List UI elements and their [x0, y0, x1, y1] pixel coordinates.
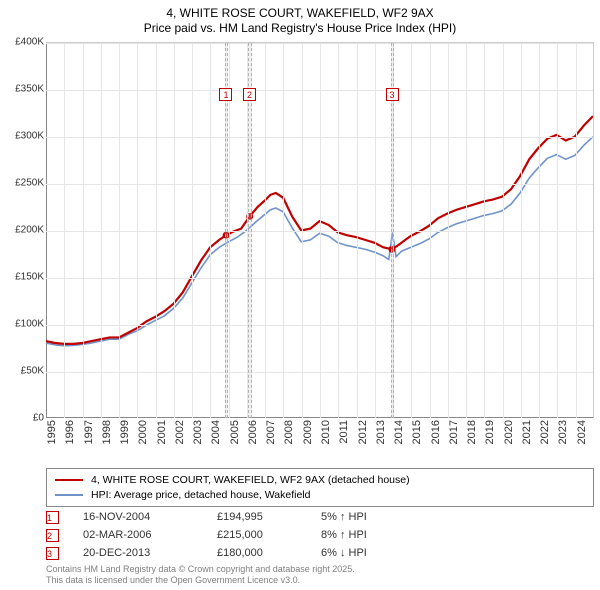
x-tick-label: 2024 [576, 420, 588, 444]
x-tick-label: 2009 [302, 420, 314, 444]
legend-box: 4, WHITE ROSE COURT, WAKEFIELD, WF2 9AX … [46, 468, 594, 507]
chart-title-block: 4, WHITE ROSE COURT, WAKEFIELD, WF2 9AX … [0, 0, 600, 36]
sale-vs-hpi: 8% ↑ HPI [321, 529, 411, 541]
sale-marker-box: 1 [219, 88, 232, 101]
x-tick-label: 2014 [393, 420, 405, 444]
x-tick-label: 2001 [156, 420, 168, 444]
x-tick-label: 2013 [375, 420, 387, 444]
sales-row: 2 02-MAR-2006 £215,000 8% ↑ HPI [46, 526, 411, 544]
sale-vs-hpi: 6% ↓ HPI [321, 547, 411, 559]
x-tick-label: 1996 [64, 420, 76, 444]
y-tick-label: £200K [15, 225, 44, 236]
sale-date: 16-NOV-2004 [83, 511, 193, 523]
sale-index-box: 2 [46, 529, 59, 542]
x-tick-label: 1998 [101, 420, 113, 444]
x-tick-label: 2010 [320, 420, 332, 444]
legend-row: 4, WHITE ROSE COURT, WAKEFIELD, WF2 9AX … [55, 473, 585, 488]
x-tick-label: 2015 [411, 420, 423, 444]
x-tick-label: 2000 [137, 420, 149, 444]
chart-plot-area: 12 3 [46, 42, 594, 418]
attribution-line: This data is licensed under the Open Gov… [46, 575, 355, 586]
title-line-2: Price paid vs. HM Land Registry's House … [0, 21, 600, 36]
sale-date: 20-DEC-2013 [83, 547, 193, 559]
title-line-1: 4, WHITE ROSE COURT, WAKEFIELD, WF2 9AX [0, 6, 600, 21]
sales-table: 1 16-NOV-2004 £194,995 5% ↑ HPI 2 02-MAR-2006… [46, 508, 411, 562]
sales-row: 1 16-NOV-2004 £194,995 5% ↑ HPI [46, 508, 411, 526]
x-tick-label: 1995 [46, 420, 58, 444]
x-tick-label: 2022 [539, 420, 551, 444]
x-tick-label: 2003 [192, 420, 204, 444]
x-tick-label: 2005 [229, 420, 241, 444]
x-tick-label: 2020 [503, 420, 515, 444]
x-tick-label: 2006 [247, 420, 259, 444]
attribution-text: Contains HM Land Registry data © Crown c… [46, 564, 355, 586]
x-tick-label: 2023 [557, 420, 569, 444]
sales-row: 3 20-DEC-2013 £180,000 6% ↓ HPI [46, 544, 411, 562]
x-tick-label: 2019 [484, 420, 496, 444]
legend-swatch-red [55, 479, 83, 481]
x-tick-label: 1997 [83, 420, 95, 444]
x-tick-label: 2002 [174, 420, 186, 444]
y-tick-label: £50K [21, 366, 44, 377]
y-tick-label: £350K [15, 84, 44, 95]
x-tick-label: 2011 [338, 420, 350, 444]
y-tick-label: £400K [15, 37, 44, 48]
sale-vs-hpi: 5% ↑ HPI [321, 511, 411, 523]
sale-marker-box: 2 [243, 88, 256, 101]
x-tick-label: 2008 [283, 420, 295, 444]
legend-label: HPI: Average price, detached house, Wake… [91, 488, 310, 503]
x-tick-label: 2018 [466, 420, 478, 444]
sale-price: £180,000 [217, 547, 297, 559]
sale-index-box: 3 [46, 547, 59, 560]
x-tick-label: 2021 [521, 420, 533, 444]
sale-date: 02-MAR-2006 [83, 529, 193, 541]
y-tick-label: £100K [15, 319, 44, 330]
x-tick-label: 2012 [357, 420, 369, 444]
attribution-line: Contains HM Land Registry data © Crown c… [46, 564, 355, 575]
x-tick-label: 2007 [265, 420, 277, 444]
sale-price: £215,000 [217, 529, 297, 541]
x-tick-label: 2017 [448, 420, 460, 444]
legend-label: 4, WHITE ROSE COURT, WAKEFIELD, WF2 9AX … [91, 473, 410, 488]
y-tick-label: £250K [15, 178, 44, 189]
x-tick-label: 2004 [210, 420, 222, 444]
sale-marker-box: 3 [386, 88, 399, 101]
y-tick-label: £300K [15, 131, 44, 142]
legend-swatch-blue [55, 494, 83, 496]
y-tick-label: £150K [15, 272, 44, 283]
sale-index-box: 1 [46, 511, 59, 524]
x-tick-label: 2016 [430, 420, 442, 444]
y-tick-label: £0 [33, 413, 44, 424]
sale-price: £194,995 [217, 511, 297, 523]
x-tick-label: 1999 [119, 420, 131, 444]
legend-row: HPI: Average price, detached house, Wake… [55, 488, 585, 503]
